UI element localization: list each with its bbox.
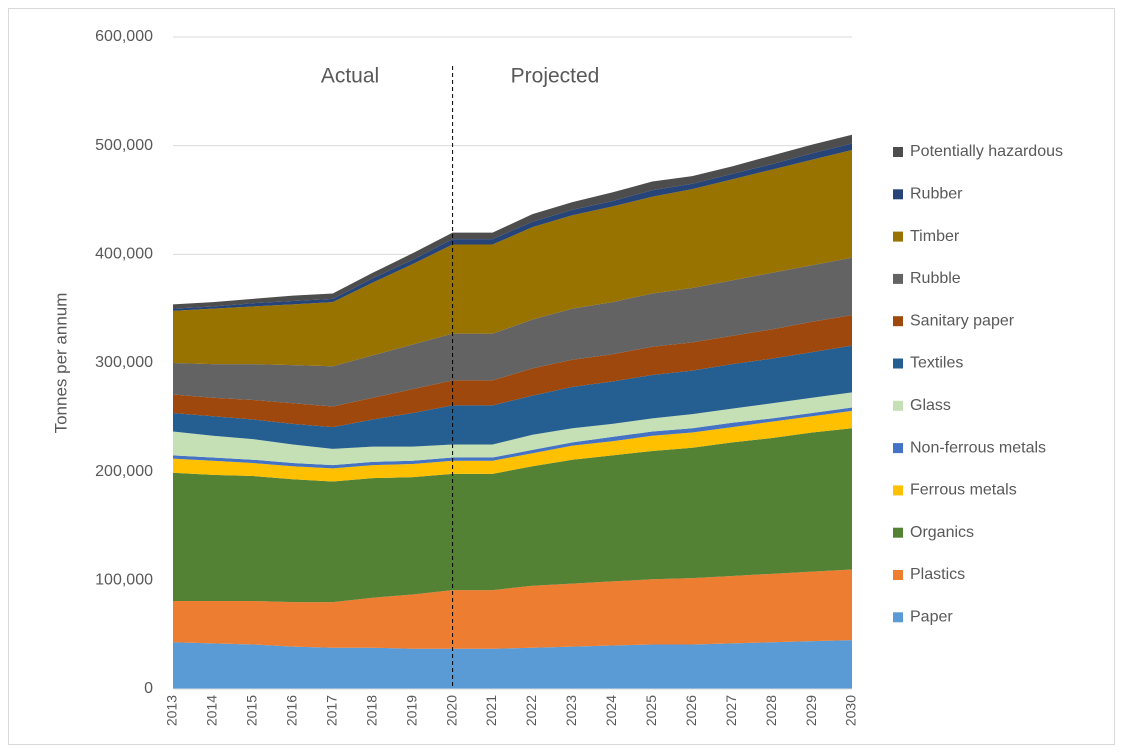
legend-swatch xyxy=(893,231,903,242)
legend-label: Potentially hazardous xyxy=(910,143,1063,160)
legend-swatch xyxy=(893,189,903,200)
y-tick-label: 500,000 xyxy=(95,137,153,154)
annotation: Projected xyxy=(511,65,600,88)
y-tick-label: 100,000 xyxy=(95,572,153,589)
x-tick-label: 2024 xyxy=(603,695,619,726)
x-tick-label: 2016 xyxy=(284,695,300,726)
legend-swatch xyxy=(893,400,903,411)
legend-swatch xyxy=(893,612,903,623)
area xyxy=(173,143,852,311)
annotation: Actual xyxy=(321,65,379,88)
legend-label: Plastics xyxy=(910,566,965,583)
area xyxy=(173,345,852,449)
x-tick-label: 2028 xyxy=(763,695,779,726)
x-tick-label: 2018 xyxy=(363,695,379,726)
y-tick-label: 0 xyxy=(144,680,153,697)
x-tick-label: 2019 xyxy=(403,695,419,726)
legend-swatch xyxy=(893,316,903,327)
area xyxy=(173,407,852,469)
legend-label: Rubber xyxy=(910,186,963,203)
area xyxy=(173,428,852,603)
legend-label: Organics xyxy=(910,524,974,541)
y-tick-label: 600,000 xyxy=(95,28,153,45)
legend-label: Sanitary paper xyxy=(910,312,1015,329)
y-tick-label: 200,000 xyxy=(95,463,153,480)
x-tick-label: 2013 xyxy=(164,695,180,726)
x-tick-label: 2022 xyxy=(523,695,539,726)
x-tick-label: 2025 xyxy=(643,695,659,726)
area xyxy=(173,257,852,407)
legend-label: Rubble xyxy=(910,270,961,287)
legend-swatch xyxy=(893,147,903,157)
area xyxy=(173,134,852,309)
area xyxy=(173,569,852,649)
legend-swatch xyxy=(893,485,903,496)
area xyxy=(173,640,852,689)
x-tick-label: 2020 xyxy=(443,695,459,726)
legend-swatch xyxy=(893,527,903,538)
x-tick-label: 2014 xyxy=(204,695,220,726)
x-tick-label: 2027 xyxy=(723,695,739,726)
area xyxy=(173,150,852,367)
x-tick-label: 2026 xyxy=(683,695,699,726)
legend-swatch xyxy=(893,570,903,580)
legend-label: Ferrous metals xyxy=(910,482,1017,499)
y-axis-label: Tonnes per annum xyxy=(51,293,70,434)
legend-label: Timber xyxy=(910,228,960,245)
y-tick-label: 400,000 xyxy=(95,246,153,263)
legend-label: Paper xyxy=(910,609,953,626)
area xyxy=(173,410,852,482)
area xyxy=(173,392,852,466)
y-tick-label: 300,000 xyxy=(95,354,153,371)
x-tick-label: 2029 xyxy=(803,695,819,726)
legend-label: Non-ferrous metals xyxy=(910,439,1046,456)
x-tick-label: 2021 xyxy=(483,695,499,726)
x-tick-label: 2023 xyxy=(563,695,579,726)
area xyxy=(173,315,852,428)
x-tick-label: 2015 xyxy=(244,695,260,726)
legend-swatch xyxy=(893,358,903,369)
legend-label: Textiles xyxy=(910,355,963,372)
x-tick-label: 2017 xyxy=(323,695,339,726)
legend-swatch xyxy=(893,443,903,454)
legend-swatch xyxy=(893,273,903,284)
legend-label: Glass xyxy=(910,397,951,414)
x-tick-label: 2030 xyxy=(843,695,859,726)
